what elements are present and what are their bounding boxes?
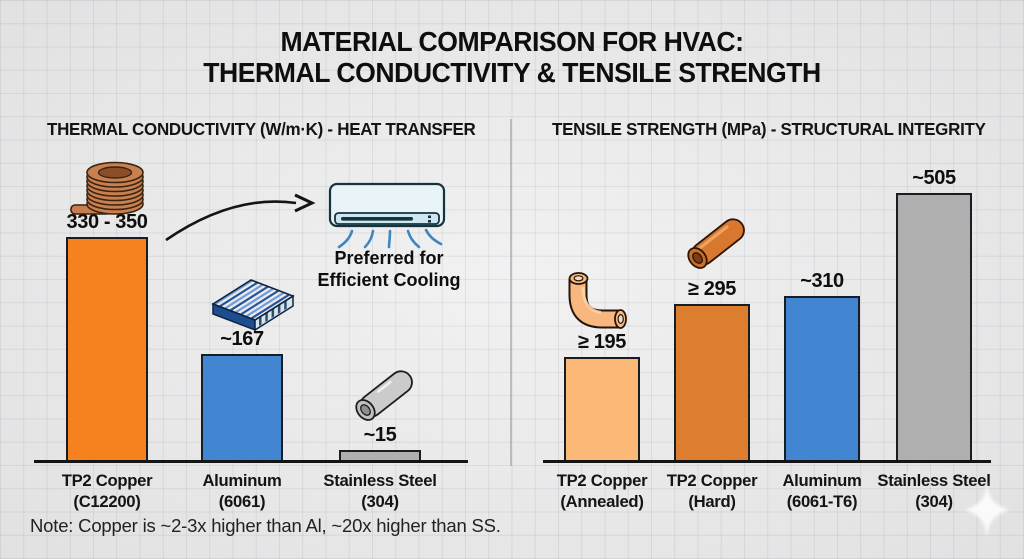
bar-stainless-steel-304-thermal xyxy=(339,450,421,460)
copper-pipe-icon xyxy=(687,218,745,269)
bar-group-aluminum-6061: ~167 xyxy=(201,328,283,460)
bar-value-label: 330 - 350 xyxy=(66,211,148,233)
category-label-stainless-steel-304-thermal: Stainless Steel (304) xyxy=(323,471,437,511)
curved-arrow-icon xyxy=(165,193,316,242)
category-label-tp2-copper-c12200: TP2 Copper (C12200) xyxy=(61,471,153,511)
bar-value-label: ≥ 295 xyxy=(688,278,736,300)
bar-group-tp2-copper-c12200: 330 - 350 xyxy=(66,211,148,460)
bar-aluminum-6061-t6 xyxy=(784,296,860,460)
bar-stainless-steel-304-tensile xyxy=(896,193,972,460)
bar-value-label: ≥ 195 xyxy=(578,331,626,353)
bar-tp2-copper-hard xyxy=(674,304,750,460)
steel-pipe-icon xyxy=(355,370,413,421)
airflow-icon xyxy=(337,228,443,249)
title-line-1: MATERIAL COMPARISON FOR HVAC: xyxy=(280,26,744,57)
bar-group-stainless-steel-304-thermal: ~15 xyxy=(339,424,421,460)
category-label-stainless-steel-304-tensile: Stainless Steel (304) xyxy=(877,471,991,511)
category-label-aluminum-6061: Aluminum (6061) xyxy=(202,471,282,511)
bar-group-tp2-copper-annealed: ≥ 195 xyxy=(564,331,640,460)
note-text: Note: Copper is ~2-3x higher than Al, ~2… xyxy=(30,515,501,536)
category-label-tp2-copper-annealed: TP2 Copper (Annealed) xyxy=(556,471,648,511)
thermal-panel-heading: THERMAL CONDUCTIVITY (W/m·K) - HEAT TRAN… xyxy=(47,119,476,139)
bar-tp2-copper-annealed xyxy=(564,357,640,460)
bar-group-stainless-steel-304-tensile: ~505 xyxy=(896,167,972,460)
bar-group-aluminum-6061-t6: ~310 xyxy=(784,270,860,460)
sparkle-watermark-icon xyxy=(965,482,1009,538)
air-conditioner-icon xyxy=(328,182,446,249)
main-title: MATERIAL COMPARISON FOR HVAC: THERMAL CO… xyxy=(26,26,999,88)
copper-coil-icon xyxy=(70,161,144,215)
bar-value-label: ~505 xyxy=(912,167,956,189)
bar-aluminum-6061 xyxy=(201,354,283,460)
tensile-panel-heading: TENSILE STRENGTH (MPa) - STRUCTURAL INTE… xyxy=(552,119,986,139)
bar-value-label: ~167 xyxy=(220,328,264,350)
copper-elbow-icon xyxy=(568,272,627,329)
left-axis-line xyxy=(34,460,468,463)
bar-value-label: ~310 xyxy=(800,270,844,292)
category-label-tp2-copper-hard: TP2 Copper (Hard) xyxy=(666,471,758,511)
heatsink-icon xyxy=(211,279,295,331)
bar-tp2-copper-c12200 xyxy=(66,237,148,460)
bar-group-tp2-copper-hard: ≥ 295 xyxy=(674,278,750,460)
cooling-annotation: Preferred for Efficient Cooling xyxy=(317,248,461,290)
category-label-aluminum-6061-t6: Aluminum (6061-T6) xyxy=(782,471,862,511)
right-axis-line xyxy=(543,460,991,463)
bar-value-label: ~15 xyxy=(363,424,397,446)
title-line-2: THERMAL CONDUCTIVITY & TENSILE STRENGTH xyxy=(203,57,821,88)
panel-divider xyxy=(510,119,512,466)
